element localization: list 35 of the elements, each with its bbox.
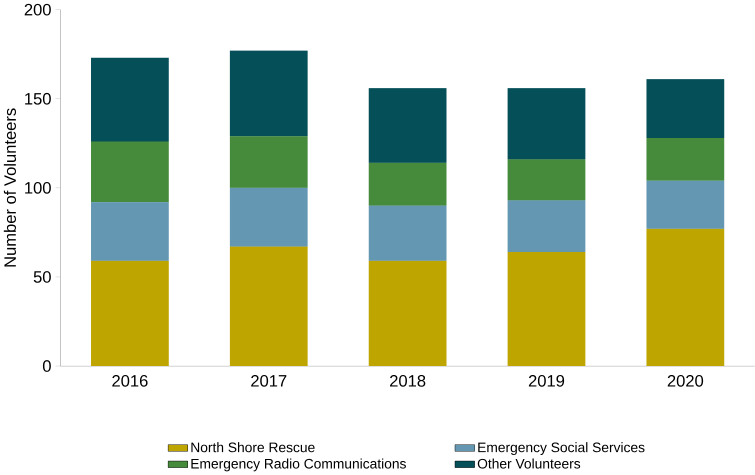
legend-label: Emergency Radio Communications (191, 458, 406, 472)
y-tick-label: 100 (25, 182, 51, 194)
bar (91, 58, 169, 142)
x-tick-label: 2017 (251, 375, 286, 387)
bar (91, 202, 169, 262)
bar (368, 163, 446, 206)
x-tick-label: 2019 (528, 375, 564, 387)
bar (508, 252, 586, 366)
bar (91, 261, 169, 366)
legend-label: North Shore Rescue (191, 442, 315, 452)
bar (368, 206, 446, 262)
bar (368, 88, 446, 164)
y-tick-label: 200 (24, 4, 51, 16)
bar (508, 159, 586, 200)
legend-label: Other Volunteers (478, 458, 580, 469)
bar (646, 79, 724, 138)
bar (508, 88, 586, 160)
y-tick-label: 150 (25, 93, 51, 105)
bar (646, 138, 724, 181)
bar (230, 188, 308, 247)
bar (230, 136, 308, 188)
x-tick-label: 2018 (390, 375, 426, 387)
bar (646, 228, 724, 366)
bar (91, 142, 169, 202)
y-tick-label: 0 (42, 360, 51, 372)
x-tick-label: 2020 (668, 375, 704, 387)
y-axis-title: Number of Volunteers (4, 108, 16, 267)
bar (230, 246, 308, 366)
bar (368, 261, 446, 366)
legend-label: Emergency Social Services (478, 442, 645, 456)
bar (230, 50, 308, 136)
bar (646, 180, 724, 229)
bar (508, 200, 586, 252)
y-tick-label: 50 (34, 271, 51, 283)
x-tick-label: 2016 (112, 375, 148, 387)
